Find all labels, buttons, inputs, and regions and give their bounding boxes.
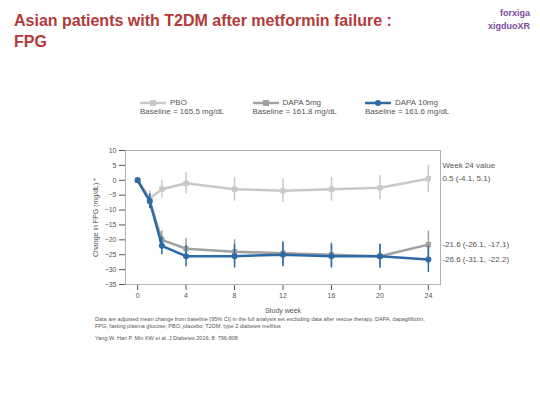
svg-text:−5: −5: [109, 191, 117, 198]
svg-text:16: 16: [328, 292, 336, 299]
svg-text:0: 0: [113, 177, 117, 184]
svg-text:−20: −20: [105, 236, 117, 243]
svg-text:0.5 (-4.1, 5.1): 0.5 (-4.1, 5.1): [442, 174, 490, 183]
html-text:Baseline = 161.6 mg/dL: Baseline = 161.6 mg/dL: [365, 107, 450, 116]
svg-text:-26.6 (-31.1, -22.2): -26.6 (-31.1, -22.2): [442, 255, 509, 264]
html-text:PBO: PBO: [170, 98, 187, 107]
svg-text:Week 24 value: Week 24 value: [442, 161, 495, 170]
svg-text:−35: −35: [105, 281, 117, 288]
svg-text:-21.6 (-26.1, -17.1): -21.6 (-26.1, -17.1): [442, 240, 509, 249]
svg-text:8: 8: [233, 292, 237, 299]
html-text:forxiga: forxiga: [500, 8, 530, 18]
svg-text:10: 10: [109, 147, 117, 154]
html-text:Yang W, Han P, Min KW et al. J: Yang W, Han P, Min KW et al. J Diabetes …: [95, 335, 238, 341]
svg-text:12: 12: [279, 292, 287, 299]
svg-text:24: 24: [424, 292, 432, 299]
html-text:Data are adjusted mean change: Data are adjusted mean change from basel…: [95, 316, 425, 329]
html-text:DAPA 5mg: DAPA 5mg: [282, 98, 321, 107]
svg-text:−15: −15: [105, 221, 117, 228]
svg-text:0: 0: [136, 292, 140, 299]
svg-text:20: 20: [376, 292, 384, 299]
svg-text:−25: −25: [105, 251, 117, 258]
html-text:Baseline = 165.5 mg/dL: Baseline = 165.5 mg/dL: [140, 107, 225, 116]
html-text:DAPA 10mg: DAPA 10mg: [395, 98, 438, 107]
html-text:Asian patients with T2DM after: Asian patients with T2DM after metformin…: [14, 12, 392, 50]
svg-text:Change in FPG (mg/dL) *: Change in FPG (mg/dL) *: [92, 178, 100, 257]
svg-text:−10: −10: [105, 206, 117, 213]
svg-text:4: 4: [184, 292, 188, 299]
svg-text:−30: −30: [105, 266, 117, 273]
html-text:Baseline = 161.8 mg/dL: Baseline = 161.8 mg/dL: [252, 107, 337, 116]
html-text:xigduoXR: xigduoXR: [488, 21, 530, 31]
svg-text:Study week: Study week: [265, 307, 302, 315]
svg-text:5: 5: [113, 162, 117, 169]
